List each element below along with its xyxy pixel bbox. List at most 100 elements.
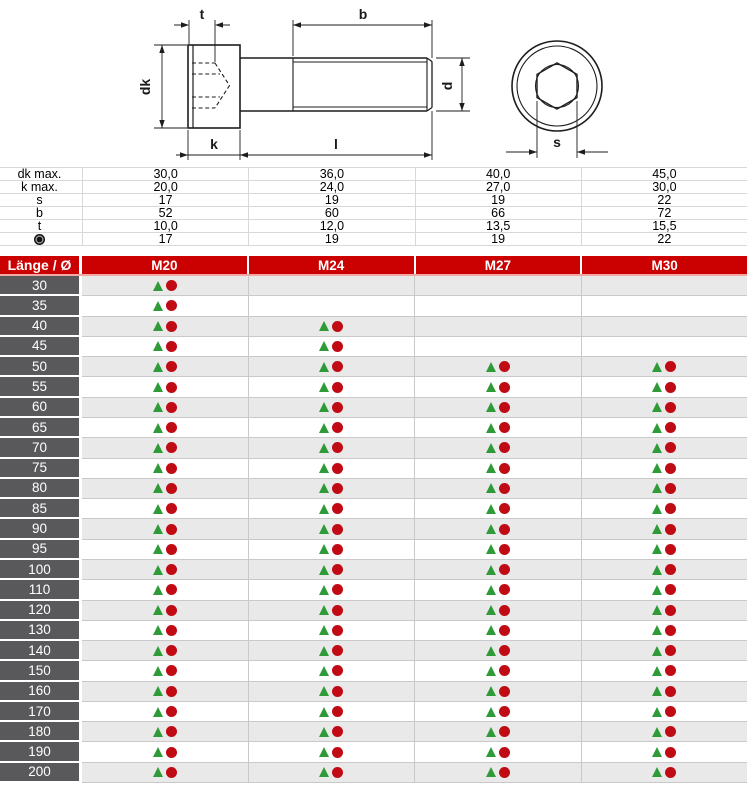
circle-marker-icon: [665, 503, 677, 515]
spec-row: s 17 19 19 22: [0, 193, 747, 207]
hex-socket-icon: [34, 233, 45, 245]
availability-cell: [82, 336, 248, 358]
triangle-marker-icon: [152, 524, 163, 535]
row-length-label: 65: [0, 417, 79, 439]
availability-cell: [414, 519, 581, 540]
circle-marker-icon: [332, 584, 344, 596]
availability-cell: [414, 499, 581, 520]
spec-row: dk max. 30,0 36,0 40,0 45,0: [0, 167, 747, 181]
circle-marker-icon: [165, 564, 177, 576]
circle-marker-icon: [165, 381, 177, 393]
availability-cell: [580, 397, 747, 418]
triangle-marker-icon: [485, 382, 496, 393]
availability-cell: [247, 438, 414, 459]
availability-cell: [580, 580, 747, 601]
triangle-marker-icon: [485, 442, 496, 453]
row-length-label: 170: [0, 701, 79, 723]
spec-value: 36,0: [248, 167, 414, 181]
circle-marker-icon: [332, 543, 344, 555]
circle-marker-icon: [498, 766, 510, 778]
circle-marker-icon: [665, 726, 677, 738]
triangle-marker-icon: [152, 625, 163, 636]
availability-cell: [247, 559, 414, 581]
circle-marker-icon: [498, 726, 510, 738]
triangle-marker-icon: [652, 625, 663, 636]
availability-cell: [580, 499, 747, 520]
triangle-marker-icon: [485, 544, 496, 555]
triangle-marker-icon: [652, 442, 663, 453]
table-row: 80: [0, 478, 747, 500]
triangle-marker-icon: [652, 605, 663, 616]
triangle-marker-icon: [319, 503, 330, 514]
circle-marker-icon: [165, 482, 177, 494]
availability-cell: [247, 519, 414, 540]
circle-marker-icon: [665, 604, 677, 616]
availability-cell: [247, 499, 414, 520]
circle-marker-icon: [165, 462, 177, 474]
circle-marker-icon: [665, 381, 677, 393]
triangle-marker-icon: [652, 645, 663, 656]
hex-socket-hidden-lines: [192, 62, 231, 109]
triangle-marker-icon: [652, 584, 663, 595]
spec-value: 22: [580, 193, 747, 207]
triangle-marker-icon: [652, 544, 663, 555]
row-length-label: 200: [0, 762, 79, 784]
table-row: 190: [0, 742, 747, 763]
circle-marker-icon: [165, 706, 177, 718]
availability-cell: [247, 417, 414, 439]
availability-cell: [414, 620, 581, 642]
triangle-marker-icon: [152, 706, 163, 717]
spec-value: 12,0: [248, 219, 414, 233]
triangle-marker-icon: [152, 564, 163, 575]
availability-cell: [247, 377, 414, 398]
triangle-marker-icon: [319, 605, 330, 616]
triangle-marker-icon: [152, 442, 163, 453]
triangle-marker-icon: [152, 605, 163, 616]
table-row: 180: [0, 722, 747, 743]
triangle-marker-icon: [485, 665, 496, 676]
triangle-marker-icon: [152, 747, 163, 758]
availability-cell: [580, 539, 747, 560]
circle-marker-icon: [332, 746, 344, 758]
circle-marker-icon: [332, 462, 344, 474]
screw-end-view: [506, 40, 608, 158]
spec-value: 19: [414, 193, 581, 207]
availability-cell: [414, 722, 581, 743]
triangle-marker-icon: [319, 665, 330, 676]
row-length-label: 60: [0, 397, 79, 418]
spec-row-label: dk max.: [17, 167, 62, 181]
dimension-dk: [154, 44, 187, 129]
row-length-label: 70: [0, 438, 79, 459]
availability-cell: [82, 478, 248, 500]
availability-cell: [247, 458, 414, 479]
circle-marker-icon: [665, 645, 677, 657]
availability-cell: [580, 600, 747, 621]
availability-cell: [580, 681, 747, 702]
circle-marker-icon: [665, 766, 677, 778]
availability-cell: [82, 417, 248, 439]
triangle-marker-icon: [152, 463, 163, 474]
row-length-label: 35: [0, 296, 79, 317]
circle-marker-icon: [498, 442, 510, 454]
triangle-marker-icon: [319, 706, 330, 717]
spec-row-label: [0, 233, 79, 245]
availability-cell: [414, 417, 581, 439]
circle-marker-icon: [165, 665, 177, 677]
triangle-marker-icon: [319, 767, 330, 778]
technical-drawing: t b dk k l d s: [0, 0, 747, 167]
circle-marker-icon: [165, 726, 177, 738]
triangle-marker-icon: [319, 442, 330, 453]
spec-value: 22: [580, 232, 747, 246]
circle-marker-icon: [498, 746, 510, 758]
triangle-marker-icon: [652, 422, 663, 433]
availability-cell: [247, 316, 414, 337]
spec-row-label: k max.: [21, 180, 58, 194]
availability-cell: [82, 276, 248, 297]
circle-marker-icon: [498, 604, 510, 616]
triangle-marker-icon: [485, 503, 496, 514]
circle-marker-icon: [332, 401, 344, 413]
availability-cell: [414, 336, 581, 358]
availability-cell: [414, 701, 581, 723]
availability-cell: [82, 641, 248, 662]
spec-value: 30,0: [82, 167, 248, 181]
